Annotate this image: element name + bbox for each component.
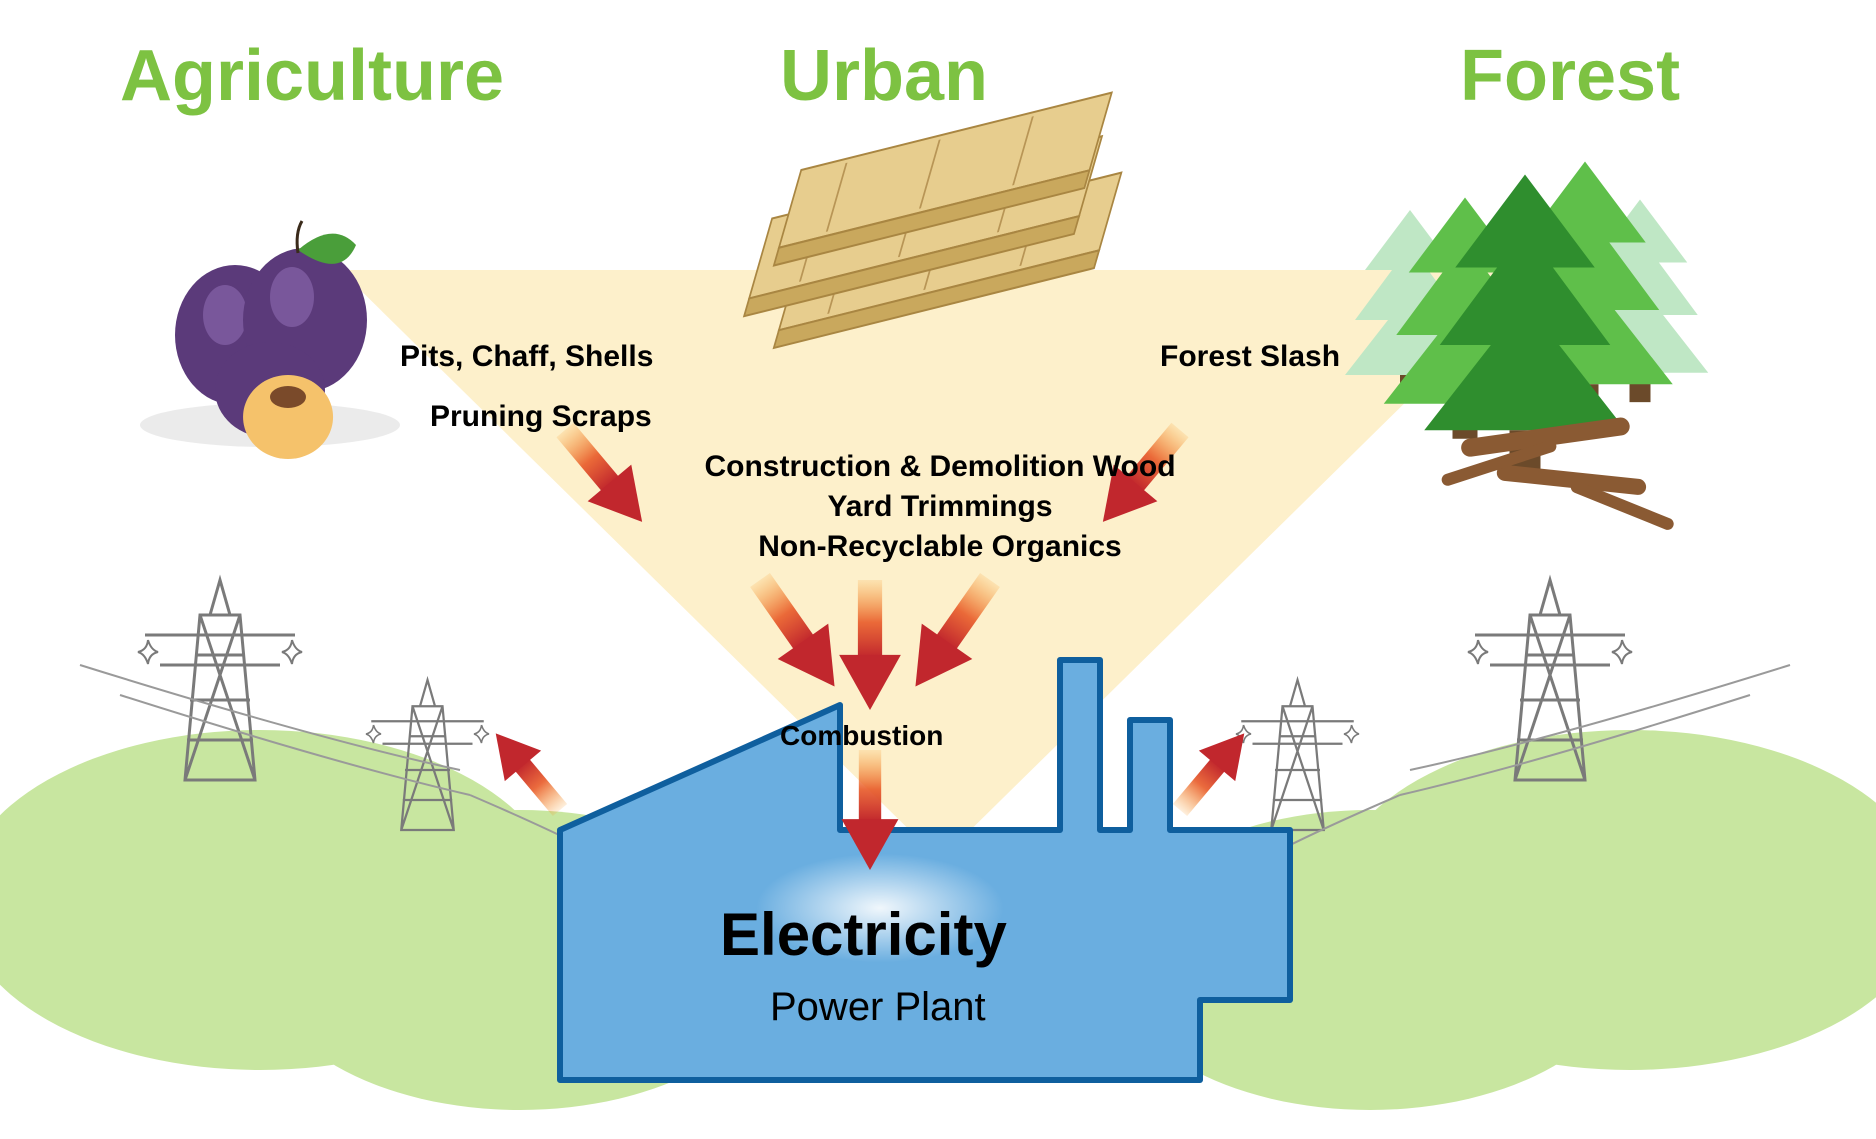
label-combustion: Combustion [780, 720, 943, 752]
label-pits-chaff-shells: Pits, Chaff, Shells [400, 340, 653, 374]
label-pruning-scraps: Pruning Scraps [430, 400, 652, 434]
heading-urban: Urban [780, 35, 988, 117]
plums-icon [140, 221, 400, 459]
heading-forest: Forest [1460, 35, 1680, 117]
arrow-out-r [1162, 718, 1263, 825]
label-forest-slash: Forest Slash [1160, 340, 1340, 374]
diagram-canvas: Agriculture Urban Forest Pits, Chaff, Sh… [0, 0, 1876, 1139]
trees-icon [1345, 162, 1708, 532]
label-electricity: Electricity [720, 900, 1007, 969]
label-construction-wood: Construction & Demolition Wood [660, 450, 1220, 484]
tower-t3 [1236, 680, 1359, 830]
label-power-plant: Power Plant [770, 985, 986, 1030]
label-non-recyclable-organics: Non-Recyclable Organics [660, 530, 1220, 564]
label-yard-trimmings: Yard Trimmings [660, 490, 1220, 524]
heading-agriculture: Agriculture [120, 35, 504, 117]
